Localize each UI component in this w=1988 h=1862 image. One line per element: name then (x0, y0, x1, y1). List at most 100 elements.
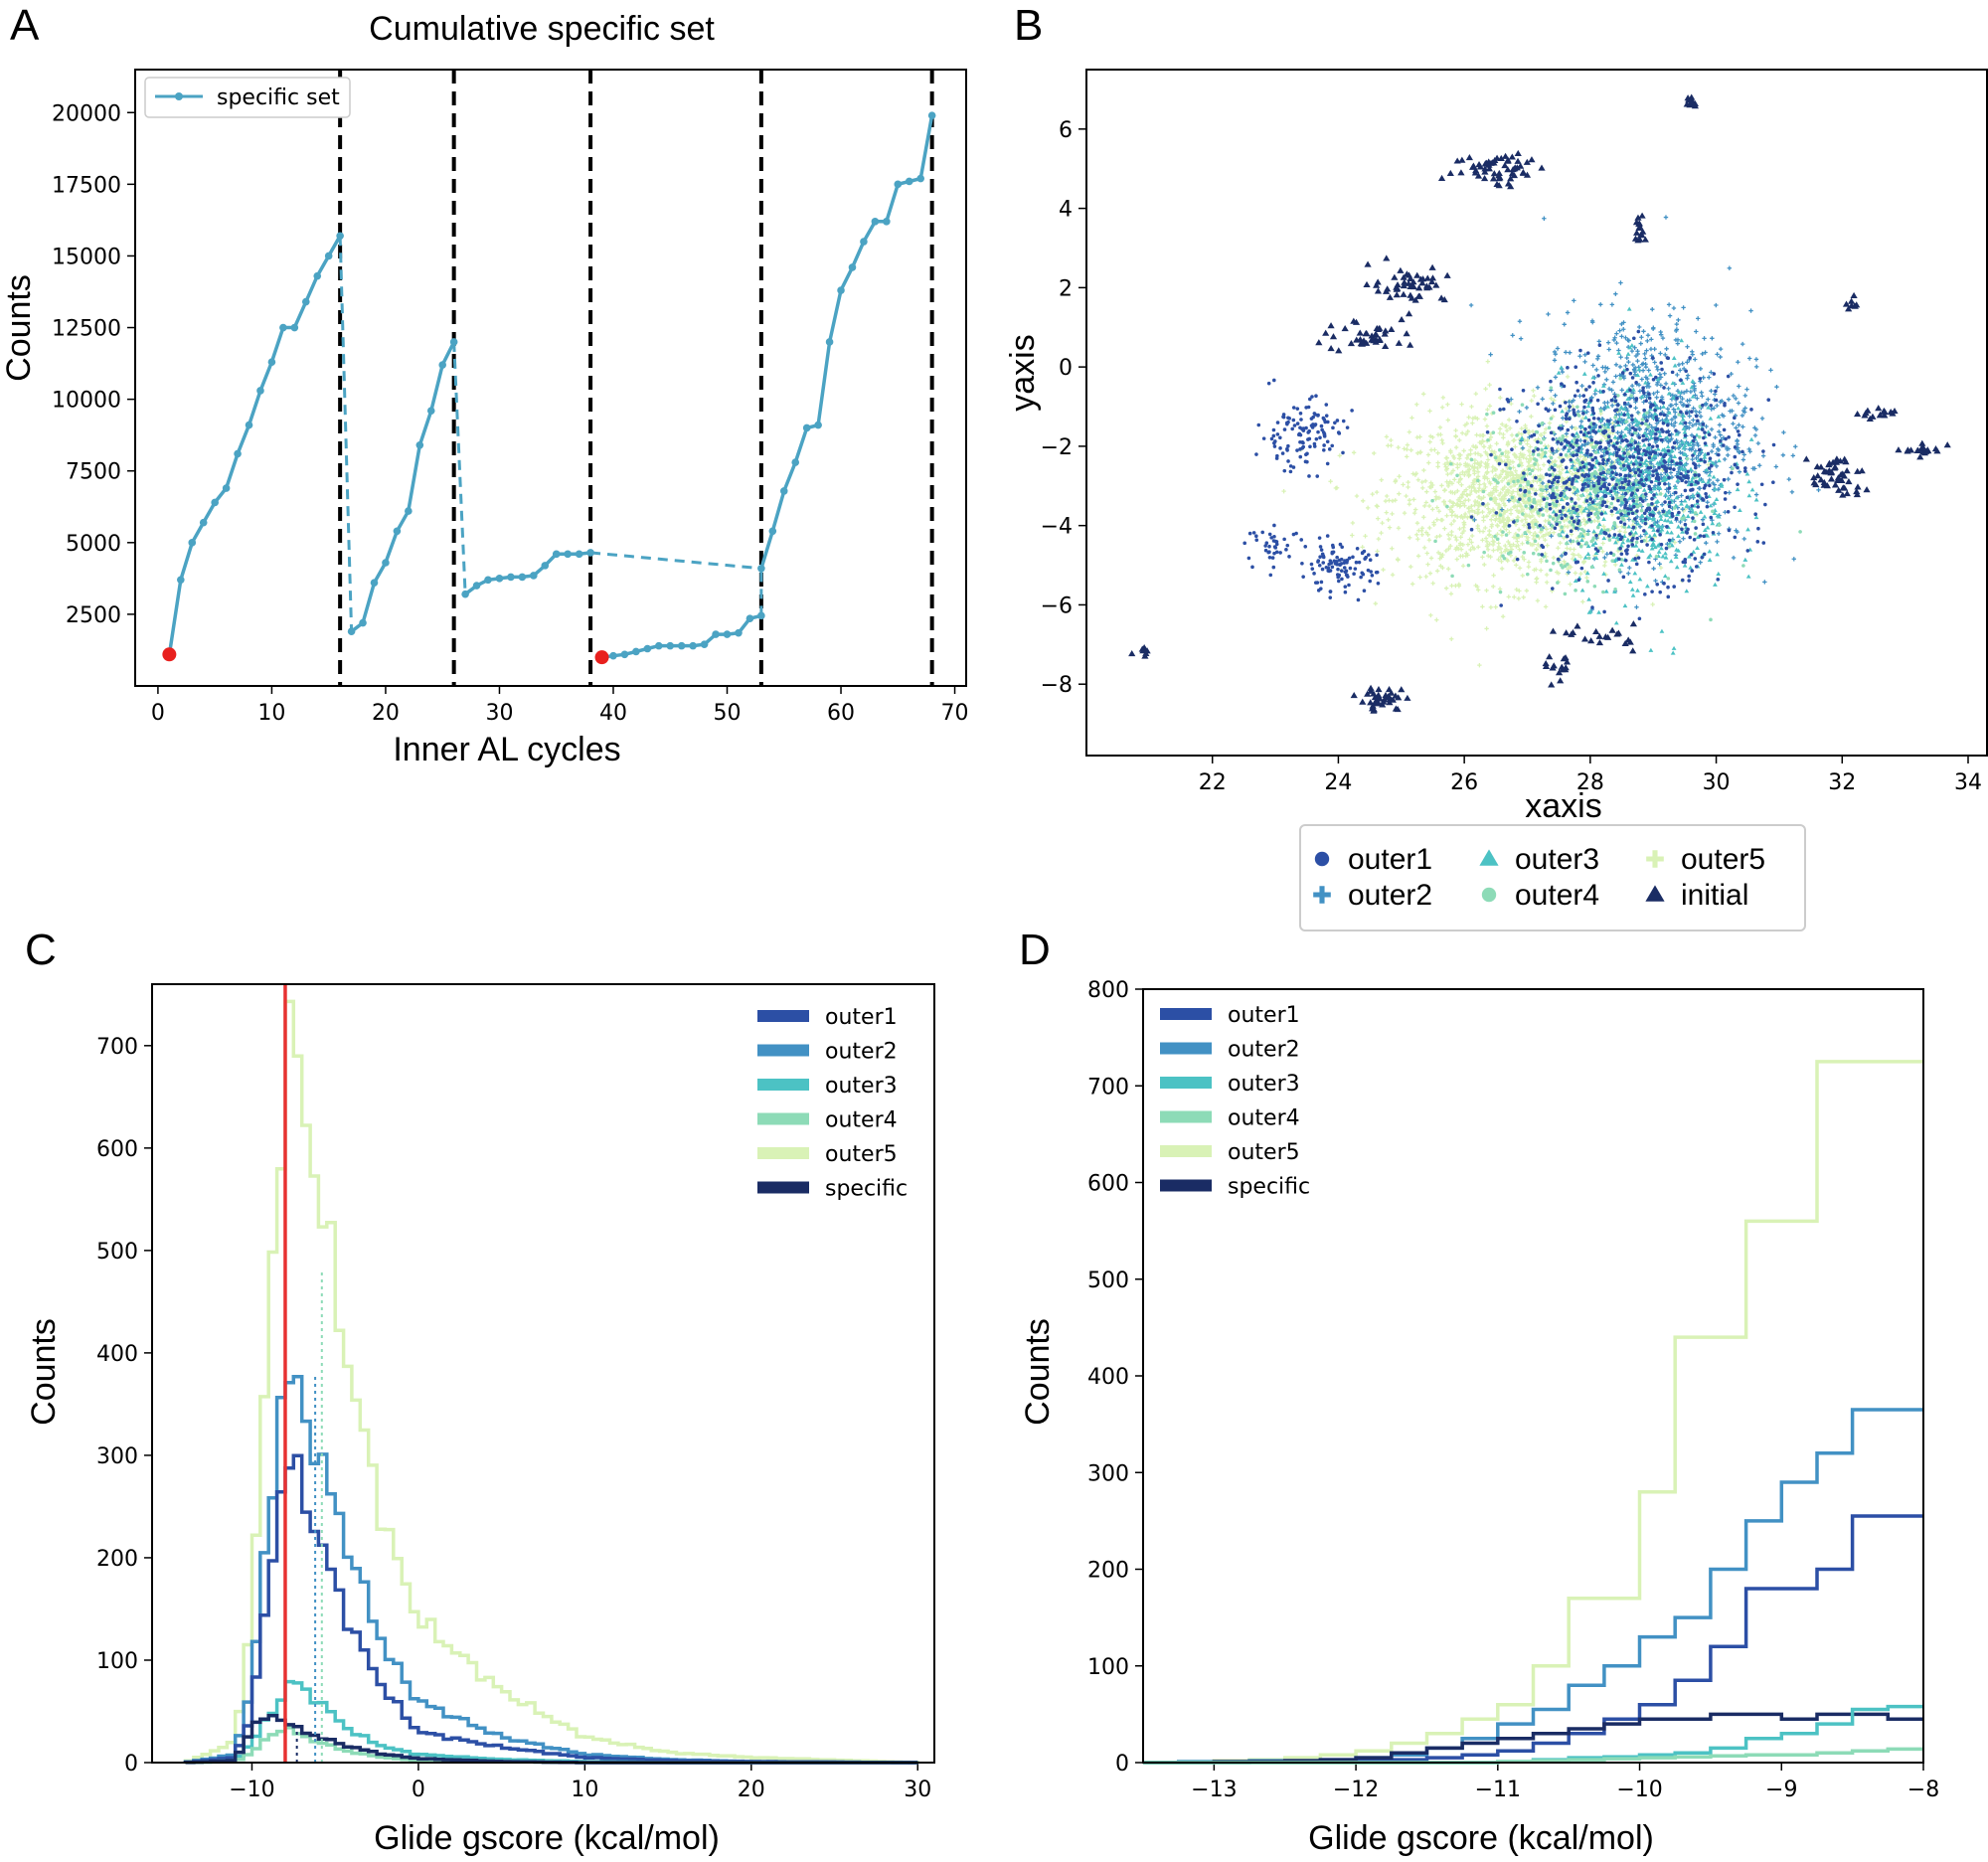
panel-b-point-outer5 (1592, 504, 1597, 509)
panel-b-point-outer4 (1638, 484, 1643, 489)
panel-b-point-outer2 (1657, 562, 1662, 567)
panel-a-point (290, 323, 299, 332)
panel-b-point-outer1 (1564, 438, 1568, 442)
panel-b-point-outer1 (1675, 461, 1679, 466)
panel-b-point-outer1 (1618, 537, 1623, 542)
panel-b-point-outer2 (1628, 445, 1633, 451)
panel-b-point-outer3 (1574, 430, 1579, 435)
panel-b-point-outer1 (1325, 461, 1330, 466)
panel-b-point-outer2 (1653, 557, 1658, 562)
panel-b-point-outer2 (1709, 407, 1714, 412)
panel-b-point-outer1 (1340, 577, 1344, 582)
panel-b-point-outer2 (1753, 492, 1759, 497)
panel-b-point-outer2 (1586, 471, 1591, 476)
panel-b-point-outer2 (1561, 446, 1567, 452)
panel-b-point-outer5 (1541, 462, 1547, 467)
panel-b-point-outer1 (1722, 477, 1727, 482)
panel-b-point-outer1 (1274, 456, 1279, 460)
panel-b-point-outer1 (1512, 520, 1516, 524)
panel-b-point-outer1 (1685, 495, 1690, 500)
panel-b-point-outer5 (1443, 467, 1449, 473)
panel-b-point-outer1 (1642, 448, 1646, 453)
panel-b-point-outer5 (1530, 523, 1535, 529)
panel-b-point-outer1 (1247, 531, 1252, 536)
panel-b-point-outer2 (1752, 466, 1757, 471)
panel-b-point-outer2 (1666, 481, 1671, 487)
panel-b-point-outer5 (1582, 569, 1587, 575)
panel-c-ytick-label-0: 0 (124, 1752, 138, 1777)
panel-b-point-outer3 (1706, 479, 1711, 484)
panel-b-point-outer2 (1654, 504, 1659, 509)
panel-b-point-outer2 (1546, 311, 1551, 317)
panel-b-point-outer1 (1597, 476, 1602, 480)
panel-b-point-outer2 (1679, 411, 1685, 416)
panel-b-point-outer1 (1548, 485, 1553, 489)
panel-b-point-outer5 (1596, 508, 1602, 514)
panel-b-point-outer5 (1485, 470, 1490, 475)
panel-b-point-outer1 (1269, 536, 1273, 540)
panel-b-point-outer2 (1575, 514, 1580, 519)
panel-b-point-outer2 (1627, 565, 1632, 571)
panel-b-point-outer1 (1605, 486, 1609, 491)
panel-b-point-outer5 (1350, 533, 1355, 538)
panel-b-point-outer2 (1619, 514, 1624, 519)
panel-b-point-outer5 (1455, 488, 1460, 494)
panel-b-point-outer4 (1556, 516, 1560, 521)
panel-b-point-outer5 (1516, 509, 1521, 515)
panel-b-point-outer4 (1527, 490, 1532, 494)
panel-a-point (449, 338, 458, 346)
panel-b-point-outer1 (1545, 472, 1549, 476)
panel-b-point-outer5 (1437, 424, 1443, 430)
panel-b-point-outer3 (1565, 469, 1570, 474)
panel-b-point-initial (1359, 698, 1367, 705)
panel-b-point-initial (1559, 666, 1567, 673)
panel-b-point-outer2 (1680, 396, 1685, 402)
panel-b-point-outer5 (1574, 510, 1580, 515)
panel-b-point-outer2 (1619, 429, 1624, 435)
panel-b-point-outer2 (1676, 445, 1682, 451)
panel-b-point-outer5 (1408, 564, 1413, 570)
panel-b-point-outer4 (1476, 478, 1480, 483)
panel-b-point-outer5 (1475, 523, 1480, 529)
panel-b-point-outer5 (1538, 511, 1543, 517)
panel-b-point-outer3 (1716, 414, 1722, 419)
panel-b-point-outer1 (1348, 566, 1353, 571)
panel-b-point-outer3 (1633, 543, 1639, 548)
panel-b-point-outer1 (1667, 432, 1672, 437)
panel-b-point-outer4 (1570, 510, 1574, 515)
panel-b-point-outer1 (1250, 565, 1254, 570)
panel-b-point-outer5 (1412, 507, 1418, 512)
panel-b-point-outer5 (1472, 509, 1477, 515)
panel-b-point-outer2 (1635, 514, 1640, 520)
panel-b-point-initial (1418, 279, 1426, 286)
panel-b-point-outer2 (1472, 517, 1477, 523)
panel-b-point-outer5 (1519, 497, 1525, 502)
panel-b-point-outer4 (1498, 513, 1503, 517)
panel-b-point-initial (1624, 636, 1632, 643)
panel-b-point-outer1 (1667, 475, 1671, 480)
panel-b-point-outer3 (1594, 457, 1599, 462)
panel-b-point-outer1 (1324, 414, 1329, 418)
panel-b-point-outer5 (1415, 450, 1420, 456)
panel-b-point-outer2 (1642, 351, 1647, 357)
panel-b-point-outer2 (1663, 215, 1669, 220)
panel-b-point-outer5 (1463, 554, 1468, 559)
panel-b-point-outer5 (1445, 471, 1450, 477)
panel-b-point-outer1 (1703, 430, 1707, 434)
panel-b-point-initial (1322, 329, 1330, 336)
panel-b-point-outer1 (1362, 549, 1367, 554)
panel-b-point-outer1 (1281, 413, 1286, 417)
panel-b-point-outer1 (1313, 423, 1318, 426)
panel-b-point-outer5 (1497, 454, 1502, 459)
panel-b-point-outer5 (1539, 454, 1544, 460)
panel-b-point-outer2 (1678, 394, 1683, 399)
panel-b-point-outer2 (1663, 417, 1669, 423)
panel-c-xlabel: Glide gscore (kcal/mol) (374, 1819, 720, 1857)
panel-b-point-outer1 (1560, 426, 1565, 430)
panel-b-point-outer5 (1453, 444, 1459, 450)
panel-b-point-outer2 (1690, 349, 1695, 354)
panel-b-point-outer5 (1507, 530, 1512, 535)
panel-a-point (382, 559, 390, 567)
panel-b-point-outer1 (1630, 432, 1634, 437)
panel-b-point-outer3 (1625, 396, 1631, 402)
